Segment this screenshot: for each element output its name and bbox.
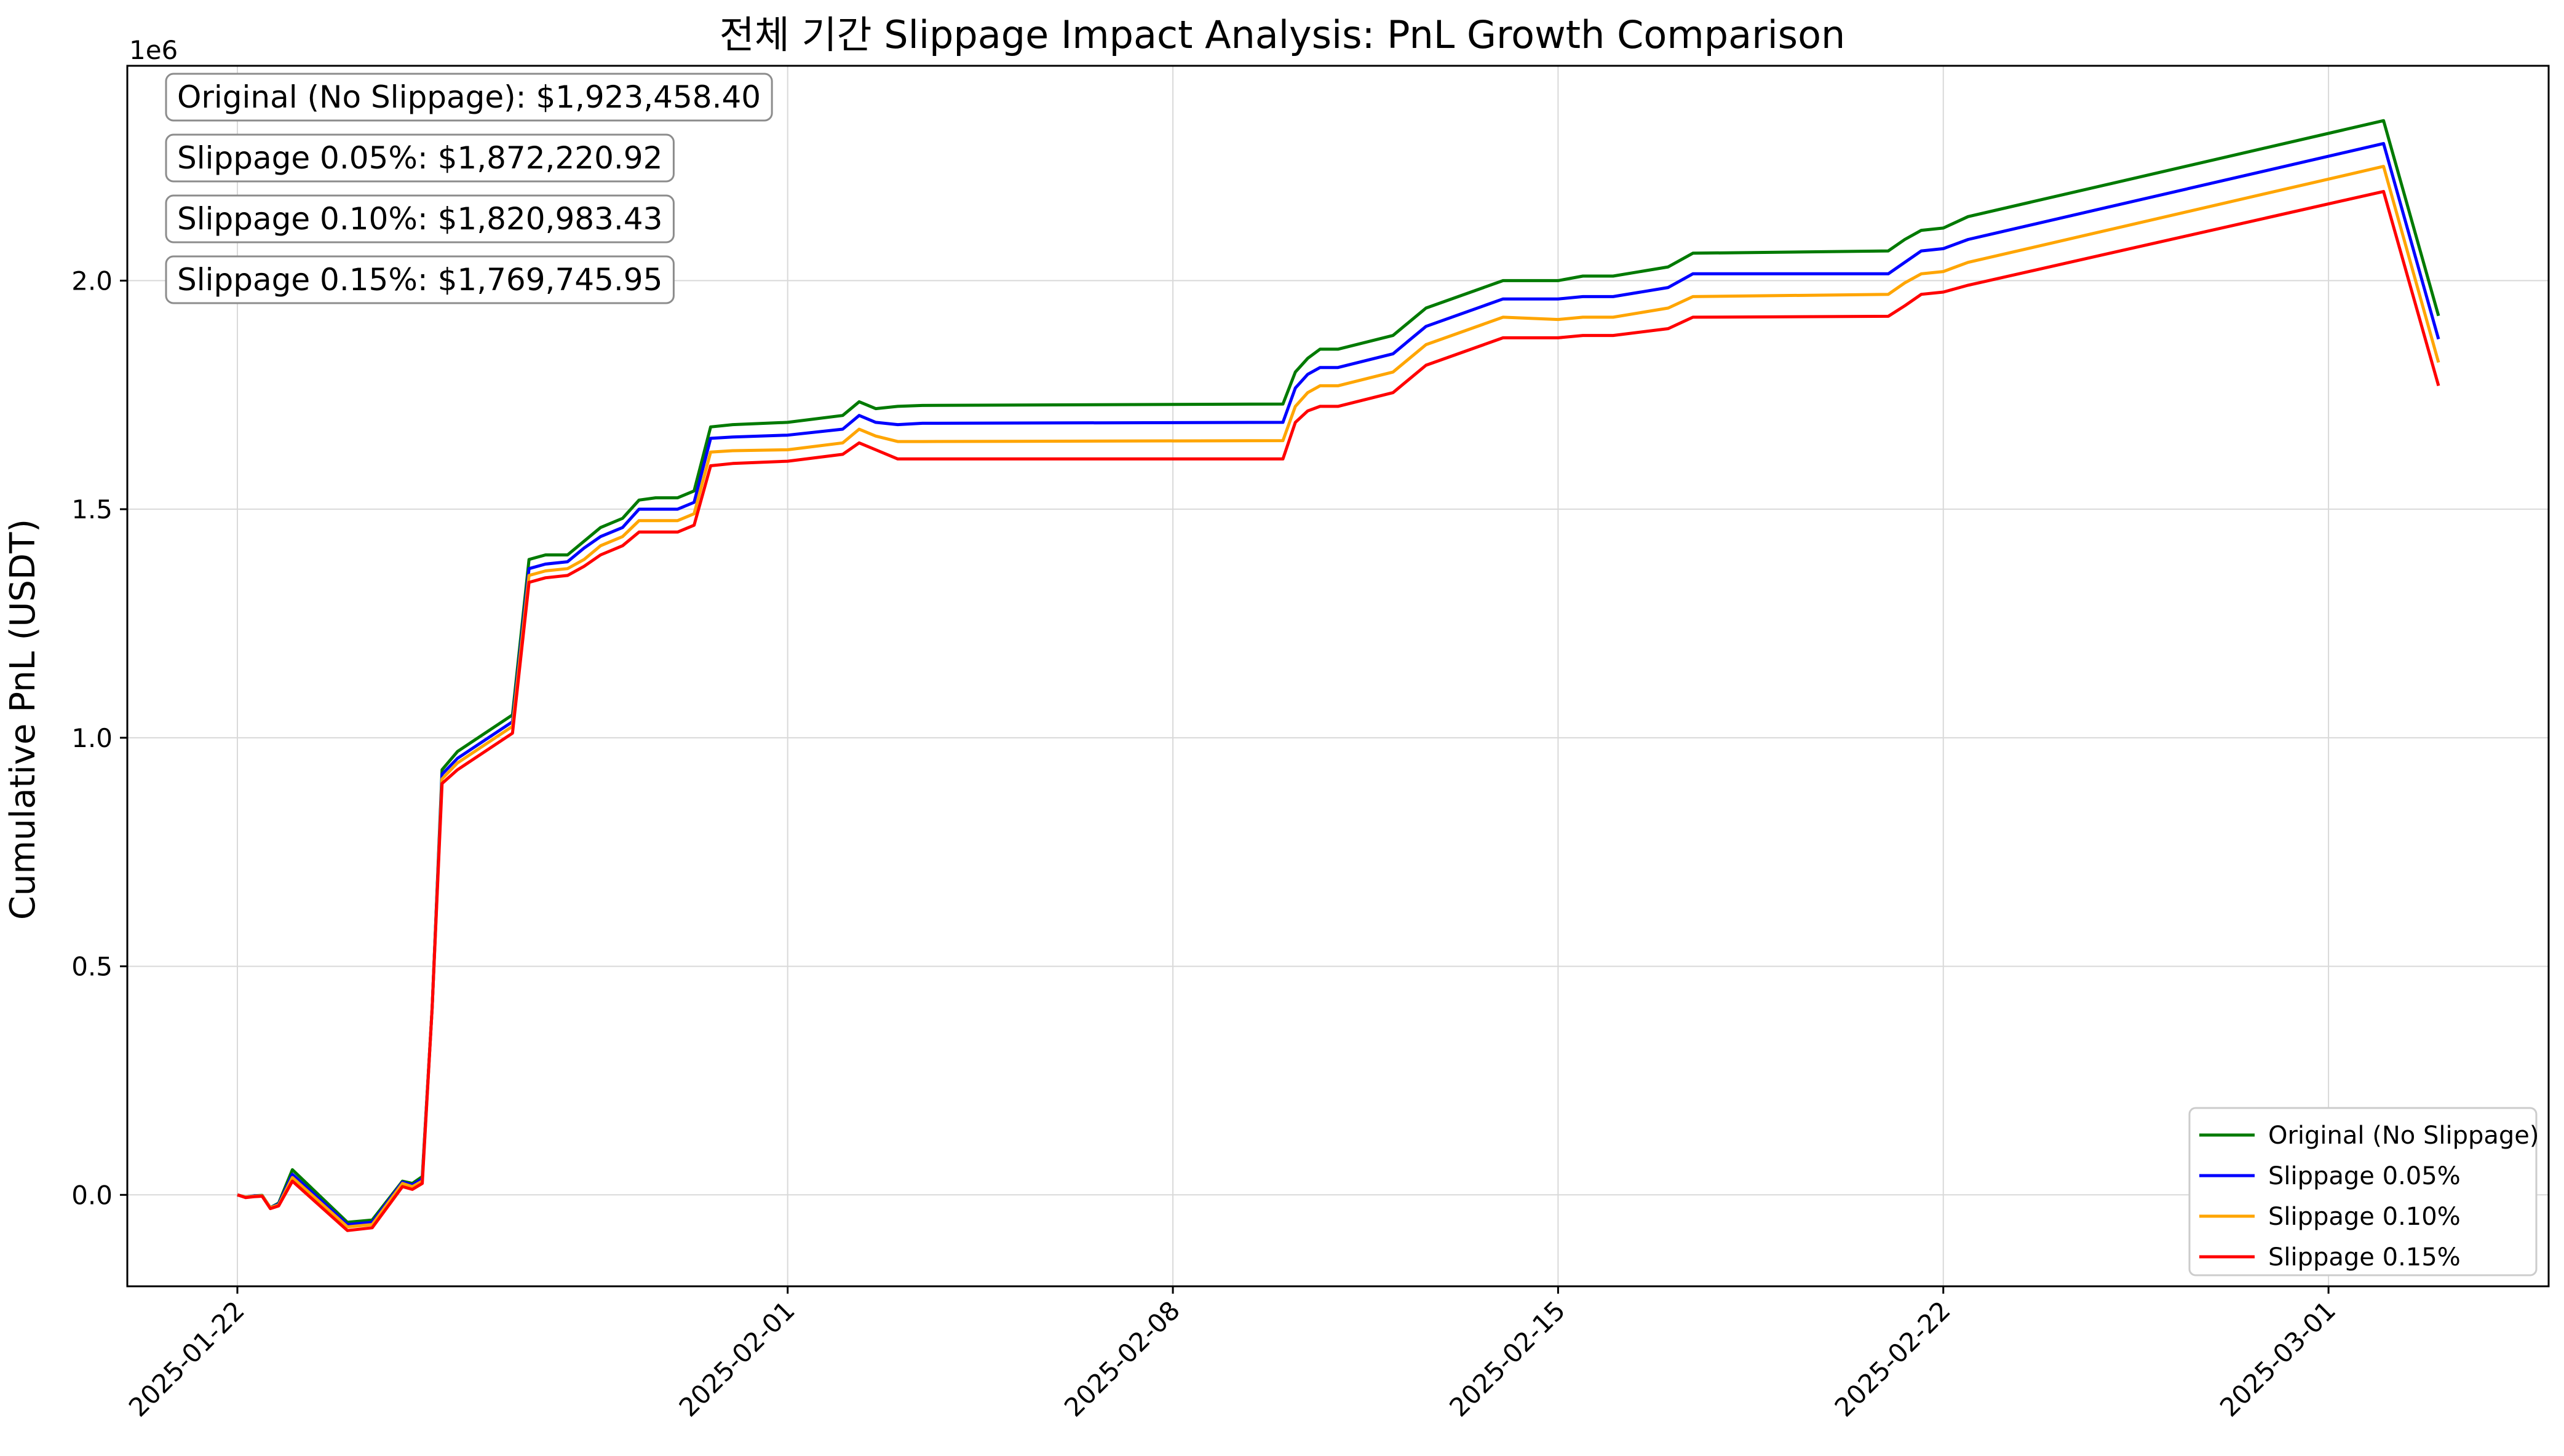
series-line-3 <box>237 189 2440 1232</box>
y-tick-label: 1.0 <box>71 723 113 753</box>
legend-label: Slippage 0.05% <box>2268 1162 2461 1190</box>
x-tick-label: 2025-02-15 <box>1443 1295 1571 1422</box>
summary-box-frame <box>165 194 675 243</box>
x-tick-label: 2025-02-01 <box>673 1295 801 1422</box>
plot-area-frame <box>126 65 2550 1288</box>
summary-box-text: Slippage 0.05%: $1,872,220.92 <box>177 140 662 176</box>
series-line-2 <box>237 165 2440 1228</box>
x-tick-label: 2025-02-22 <box>1829 1295 1956 1422</box>
legend: Original (No Slippage) Slippage 0.05% Slip… <box>2188 1107 2539 1276</box>
y-tick-label: 0.0 <box>71 1180 113 1210</box>
summary-box-frame <box>165 133 675 183</box>
summary-box-text: Original (No Slippage): $1,923,458.40 <box>177 79 761 115</box>
legend-frame <box>2188 1107 2538 1276</box>
legend-label: Slippage 0.15% <box>2268 1243 2461 1272</box>
summary-box: Slippage 0.05%: $1,872,220.92 <box>165 133 675 183</box>
summary-box: Slippage 0.10%: $1,820,983.43 <box>165 194 675 243</box>
grid-lines <box>127 66 2549 1286</box>
summary-box-text: Slippage 0.15%: $1,769,745.95 <box>177 262 662 298</box>
series-layer <box>237 119 2440 1232</box>
legend-label: Slippage 0.10% <box>2268 1203 2461 1231</box>
summary-box: Original (No Slippage): $1,923,458.40 <box>165 73 773 122</box>
y-offset-label: 1e6 <box>129 35 178 65</box>
summary-box: Slippage 0.15%: $1,769,745.95 <box>165 255 675 304</box>
summary-box-frame <box>165 73 773 122</box>
chart-title: 전체 기간 Slippage Impact Analysis: PnL Grow… <box>720 12 1846 57</box>
y-tick-label: 1.5 <box>71 494 113 524</box>
x-tick-label: 2025-01-22 <box>123 1295 250 1422</box>
y-axis-label: Cumulative PnL (USDT) <box>3 519 43 920</box>
y-tick-label: 2.0 <box>71 266 113 296</box>
x-tick-label: 2025-03-01 <box>2214 1295 2341 1422</box>
legend-label: Original (No Slippage) <box>2268 1122 2539 1150</box>
summary-boxes: Original (No Slippage): $1,923,458.40 Sli… <box>165 73 773 304</box>
x-tick-label: 2025-02-08 <box>1058 1295 1186 1422</box>
summary-box-frame <box>165 255 675 304</box>
summary-box-text: Slippage 0.10%: $1,820,983.43 <box>177 201 662 237</box>
y-tick-label: 0.5 <box>71 952 113 982</box>
series-line-1 <box>237 141 2440 1227</box>
